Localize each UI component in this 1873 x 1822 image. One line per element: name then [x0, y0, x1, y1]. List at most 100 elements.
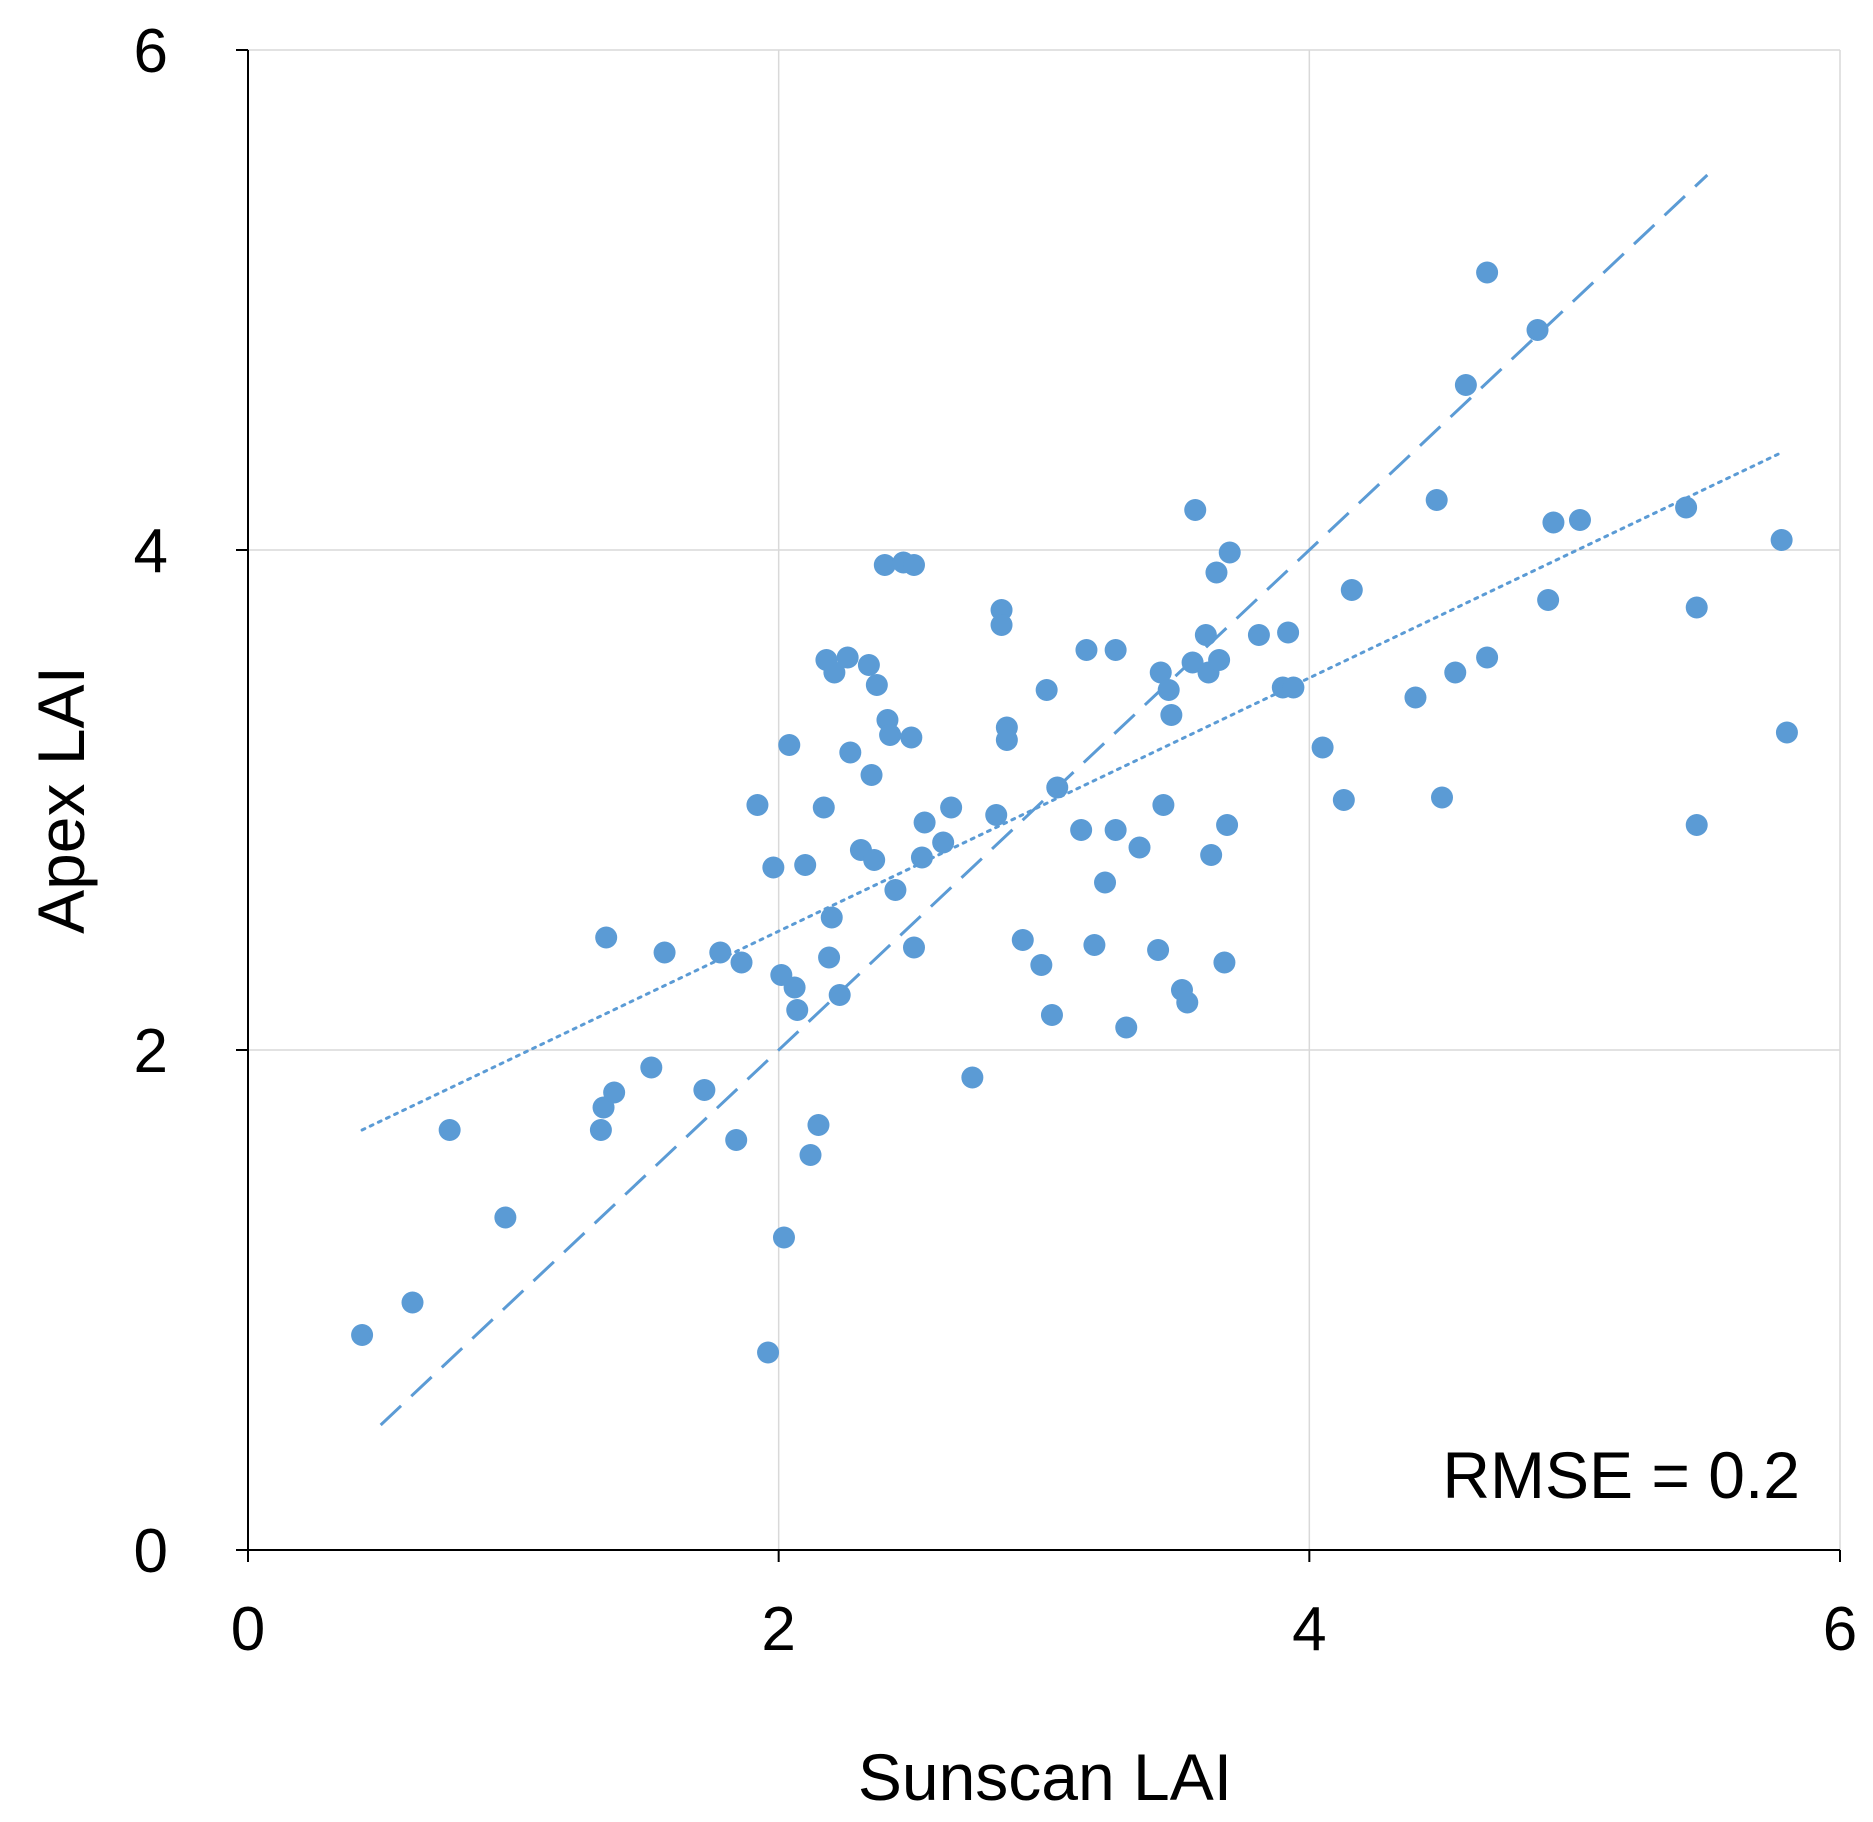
- data-point: [1160, 704, 1183, 726]
- y-tick-label: 2: [134, 1017, 168, 1086]
- data-point: [860, 764, 883, 786]
- data-point: [595, 926, 618, 949]
- data-point: [807, 1114, 830, 1136]
- data-point: [783, 976, 806, 999]
- data-point: [820, 906, 843, 929]
- data-point: [1425, 489, 1448, 511]
- data-point: [828, 984, 851, 1006]
- data-point: [1115, 1016, 1138, 1039]
- data-point: [863, 849, 886, 871]
- data-point: [836, 646, 859, 669]
- x-tick-label: 2: [761, 1595, 795, 1664]
- data-point: [799, 1144, 822, 1166]
- data-point: [1685, 814, 1708, 836]
- data-point: [1454, 374, 1477, 396]
- data-point: [603, 1081, 626, 1104]
- data-point: [1200, 844, 1223, 866]
- data-point: [1104, 819, 1127, 841]
- data-point: [725, 1129, 748, 1151]
- data-point: [757, 1341, 780, 1364]
- data-point: [1247, 624, 1270, 646]
- data-point: [1176, 991, 1199, 1014]
- data-point: [940, 796, 963, 819]
- grid-lines: [248, 49, 1841, 1550]
- x-tick-label: 6: [1823, 1595, 1857, 1664]
- data-point: [961, 1066, 984, 1089]
- data-point: [902, 554, 925, 576]
- data-point: [1542, 511, 1565, 534]
- data-point: [693, 1079, 716, 1101]
- data-point: [1128, 836, 1151, 859]
- data-point: [1094, 871, 1117, 894]
- data-points: [351, 261, 1798, 1364]
- data-point: [1149, 661, 1172, 684]
- data-point: [1476, 646, 1499, 669]
- data-point: [1770, 529, 1793, 551]
- data-point: [995, 729, 1018, 751]
- data-point: [900, 726, 923, 749]
- data-point: [351, 1324, 374, 1346]
- data-point: [794, 854, 817, 876]
- data-point: [902, 936, 925, 959]
- y-axis-title: Apex LAI: [24, 666, 98, 934]
- data-point: [1046, 776, 1069, 799]
- data-point: [762, 856, 785, 879]
- data-point: [1340, 579, 1363, 601]
- data-point: [1030, 954, 1053, 976]
- data-point: [823, 661, 846, 684]
- data-point: [1152, 794, 1175, 816]
- data-point: [1040, 1004, 1063, 1026]
- data-point: [1476, 261, 1499, 284]
- data-point: [1184, 499, 1207, 521]
- x-tick-label: 4: [1292, 1595, 1326, 1664]
- data-point: [1035, 679, 1058, 701]
- data-point: [1332, 789, 1355, 811]
- data-point: [1218, 541, 1241, 564]
- data-point: [653, 941, 676, 964]
- data-point: [1104, 639, 1127, 661]
- data-point: [778, 734, 801, 756]
- data-point: [1444, 661, 1467, 684]
- data-point: [772, 1226, 795, 1249]
- data-point: [865, 674, 888, 696]
- data-point: [818, 946, 841, 969]
- data-point: [857, 654, 880, 676]
- data-point: [910, 846, 933, 869]
- data-point: [1075, 639, 1098, 661]
- data-point: [640, 1056, 663, 1079]
- x-tick-label: 0: [231, 1595, 265, 1664]
- data-point: [1675, 496, 1698, 519]
- data-point: [730, 951, 753, 974]
- data-point: [1216, 814, 1239, 836]
- axes: [236, 49, 1841, 1562]
- rmse-annotation: RMSE = 0.2: [1442, 1438, 1800, 1512]
- data-point: [873, 554, 896, 576]
- data-point: [786, 999, 809, 1021]
- data-point: [985, 804, 1008, 826]
- data-point: [709, 941, 732, 964]
- data-point: [1181, 651, 1204, 674]
- data-point: [1311, 736, 1334, 759]
- data-point: [1070, 819, 1093, 841]
- data-point: [1157, 679, 1180, 701]
- data-point: [1205, 561, 1228, 584]
- data-point: [1431, 786, 1453, 809]
- data-point: [746, 794, 769, 816]
- data-point: [1685, 596, 1708, 619]
- tick-labels: 0 2 4 6 0 2 4 6: [134, 17, 1858, 1664]
- data-point: [401, 1291, 424, 1314]
- data-point: [589, 1119, 612, 1141]
- data-point: [1213, 951, 1236, 974]
- data-point: [1147, 939, 1170, 961]
- linear-fit-line: [360, 451, 1784, 1132]
- data-point: [884, 879, 907, 901]
- one-to-one-line: [379, 173, 1709, 1427]
- data-point: [1208, 649, 1231, 671]
- data-point: [913, 811, 936, 834]
- data-point: [1775, 721, 1798, 744]
- data-point: [494, 1206, 517, 1229]
- data-point: [438, 1119, 461, 1141]
- data-point: [932, 831, 955, 854]
- data-point: [1282, 676, 1305, 699]
